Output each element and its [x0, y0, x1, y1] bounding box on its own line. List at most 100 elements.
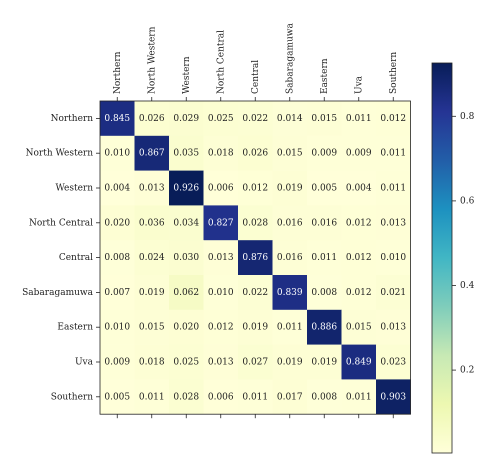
heatmap-cell [169, 101, 204, 137]
heatmap-cell [376, 170, 411, 206]
cell-label: 0.015 [311, 114, 337, 124]
cell-label: 0.019 [277, 184, 303, 194]
y-tick-label: Western [55, 184, 93, 194]
heatmap-cell [272, 205, 308, 241]
cell-label: 0.027 [242, 358, 268, 368]
cell-label: 0.028 [173, 392, 199, 402]
x-tick-label: Eastern [320, 58, 330, 94]
heatmap-cell [134, 309, 170, 345]
x-tick-label: Uva [354, 75, 364, 94]
cell-label: 0.012 [346, 218, 372, 228]
y-tick-label: North Western [26, 149, 94, 159]
x-tick-label: North Central [216, 30, 226, 94]
heatmap-cell [238, 379, 273, 415]
cell-label: 0.025 [208, 114, 234, 124]
cell-label: 0.062 [173, 288, 199, 298]
heatmap-cell [169, 344, 204, 380]
heatmap-cell [376, 135, 411, 171]
cell-label: 0.011 [380, 184, 406, 194]
cell-label: 0.011 [311, 253, 337, 263]
heatmap-cell [100, 205, 135, 241]
cell-label: 0.010 [380, 253, 406, 263]
cell-label: 0.849 [346, 358, 372, 368]
cell-label: 0.015 [139, 323, 165, 333]
heatmap-cell [169, 275, 204, 311]
heatmap-cell [376, 205, 411, 241]
cell-label: 0.010 [104, 323, 130, 333]
cell-label: 0.007 [104, 288, 130, 298]
cell-label: 0.012 [242, 184, 268, 194]
cell-label: 0.026 [242, 149, 268, 159]
heatmap-cell [341, 170, 377, 206]
cell-label: 0.010 [104, 149, 130, 159]
cell-label: 0.006 [208, 392, 234, 402]
cell-label: 0.024 [139, 253, 165, 263]
heatmap-cell [203, 101, 239, 137]
cell-label: 0.012 [380, 114, 406, 124]
cell-label: 0.011 [242, 392, 268, 402]
y-tick-label: Northern [51, 114, 94, 124]
heatmap-cell [203, 135, 239, 171]
heatmap-cell [376, 275, 411, 311]
x-tick-label: Northern [113, 51, 123, 94]
cell-label: 0.016 [277, 218, 303, 228]
heatmap-cell [134, 344, 170, 380]
cell-label: 0.035 [173, 149, 199, 159]
heatmap-cell [376, 344, 411, 380]
cell-label: 0.019 [311, 358, 337, 368]
heatmap-cell [341, 309, 377, 345]
cell-label: 0.013 [380, 218, 406, 228]
heatmap-cell [272, 309, 308, 345]
cell-label: 0.026 [139, 114, 165, 124]
heatmap-cell [203, 275, 239, 311]
cell-label: 0.886 [311, 323, 337, 333]
heatmap-cell [100, 344, 135, 380]
heatmap-cell [341, 101, 377, 137]
cell-label: 0.025 [173, 358, 199, 368]
cell-label: 0.011 [277, 323, 303, 333]
heatmap-cell [238, 240, 273, 276]
x-tick-label: Sabaragamuwa [285, 23, 295, 94]
heatmap-cell [203, 205, 239, 241]
heatmap-cell [341, 240, 377, 276]
cell-label: 0.014 [277, 114, 303, 124]
heatmap-cell [238, 135, 273, 171]
cell-label: 0.839 [277, 288, 303, 298]
heatmap-cell [238, 170, 273, 206]
colorbar-tick-label: 0.2 [460, 366, 474, 376]
heatmap-cell [272, 170, 308, 206]
cell-label: 0.903 [380, 392, 406, 402]
cell-label: 0.013 [208, 358, 234, 368]
cell-label: 0.021 [380, 288, 406, 298]
heatmap-cell [376, 101, 411, 137]
colorbar-tick-label: 0.8 [460, 112, 475, 122]
cell-label: 0.011 [139, 392, 165, 402]
y-tick-label: Central [59, 253, 93, 263]
cell-label: 0.005 [311, 184, 337, 194]
cell-label: 0.005 [104, 392, 130, 402]
heatmap-cell [134, 275, 170, 311]
cell-label: 0.017 [277, 392, 303, 402]
heatmap-cell [272, 101, 308, 137]
heatmap-cell [134, 101, 170, 137]
cell-label: 0.034 [173, 218, 199, 228]
cell-label: 0.011 [380, 149, 406, 159]
heatmap-cell [307, 135, 342, 171]
y-tick-label: Sabaragamuwa [22, 288, 93, 298]
cell-label: 0.029 [173, 114, 199, 124]
cell-label: 0.011 [346, 114, 372, 124]
cell-label: 0.016 [311, 218, 337, 228]
heatmap-cell [203, 309, 239, 345]
heatmap-cell [100, 170, 135, 206]
heatmap-cell [100, 379, 135, 415]
heatmap-cell [203, 240, 239, 276]
cell-label: 0.008 [311, 392, 337, 402]
cell-label: 0.008 [104, 253, 130, 263]
cell-label: 0.827 [208, 218, 234, 228]
heatmap-cell [238, 309, 273, 345]
heatmap-cell [100, 135, 135, 171]
cell-label: 0.020 [173, 323, 199, 333]
heatmap-cell [307, 240, 342, 276]
y-tick-label: North Central [29, 218, 93, 228]
